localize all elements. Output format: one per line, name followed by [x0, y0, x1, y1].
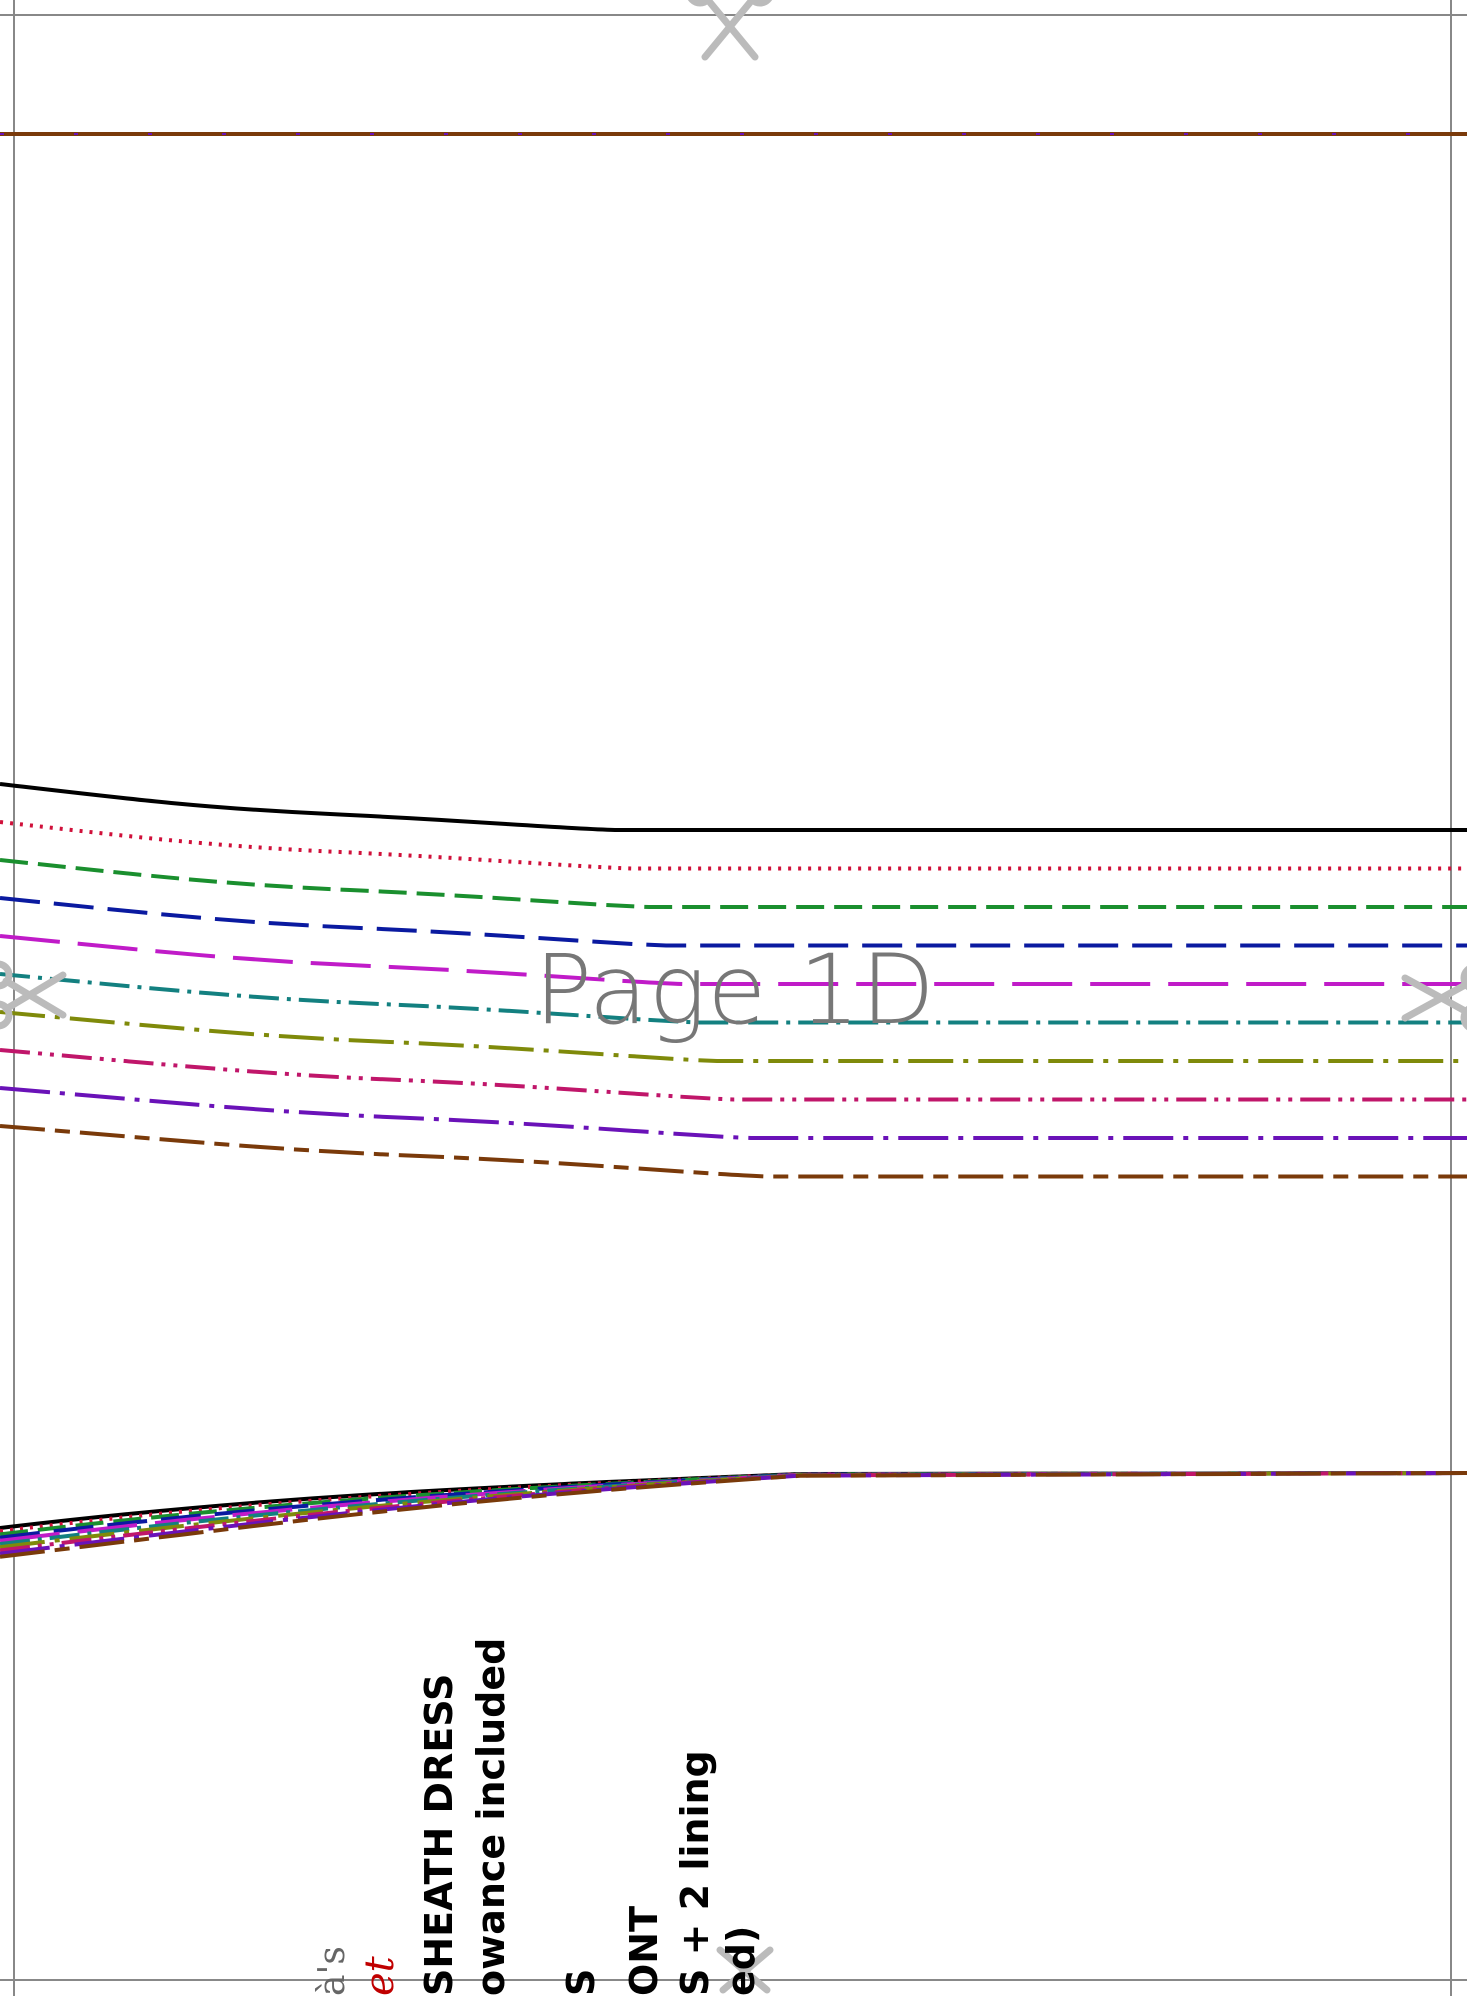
fold-note: ed)	[719, 1925, 763, 1996]
scissors-icon	[1401, 963, 1467, 1033]
size-line-2	[0, 820, 1467, 871]
brand-script: et	[357, 1956, 403, 1996]
size-line-7	[0, 1010, 1467, 1063]
size-line-9	[0, 1086, 1467, 1140]
piece-name: ONT	[622, 1905, 666, 1996]
bottom-size-line-5	[0, 1471, 1467, 1543]
bottom-size-line-10	[0, 1471, 1467, 1559]
size-line-6	[0, 972, 1467, 1025]
size-note: S	[559, 1968, 603, 1996]
size-line-4	[0, 896, 1467, 948]
size-line-5	[0, 934, 1467, 986]
scissors-icon	[687, 0, 773, 61]
pattern-title: SHEATH DRESS	[417, 1673, 461, 1996]
size-line-1	[0, 782, 1467, 832]
brand-name: à's	[312, 1946, 353, 1996]
bottom-size-line-9	[0, 1471, 1467, 1556]
scissors-icon	[716, 1946, 774, 1994]
size-line-3	[0, 858, 1467, 909]
seam-allowance-note: owance included	[469, 1637, 513, 1996]
page-label: Page 1D	[534, 934, 936, 1046]
size-line-8	[0, 1048, 1467, 1102]
size-line-10	[0, 1124, 1467, 1179]
bottom-curve-lines	[0, 1471, 1467, 1559]
cut-instructions: S + 2 lining	[673, 1750, 717, 1996]
size-lines	[0, 782, 1467, 1179]
scissors-icon	[0, 960, 67, 1030]
